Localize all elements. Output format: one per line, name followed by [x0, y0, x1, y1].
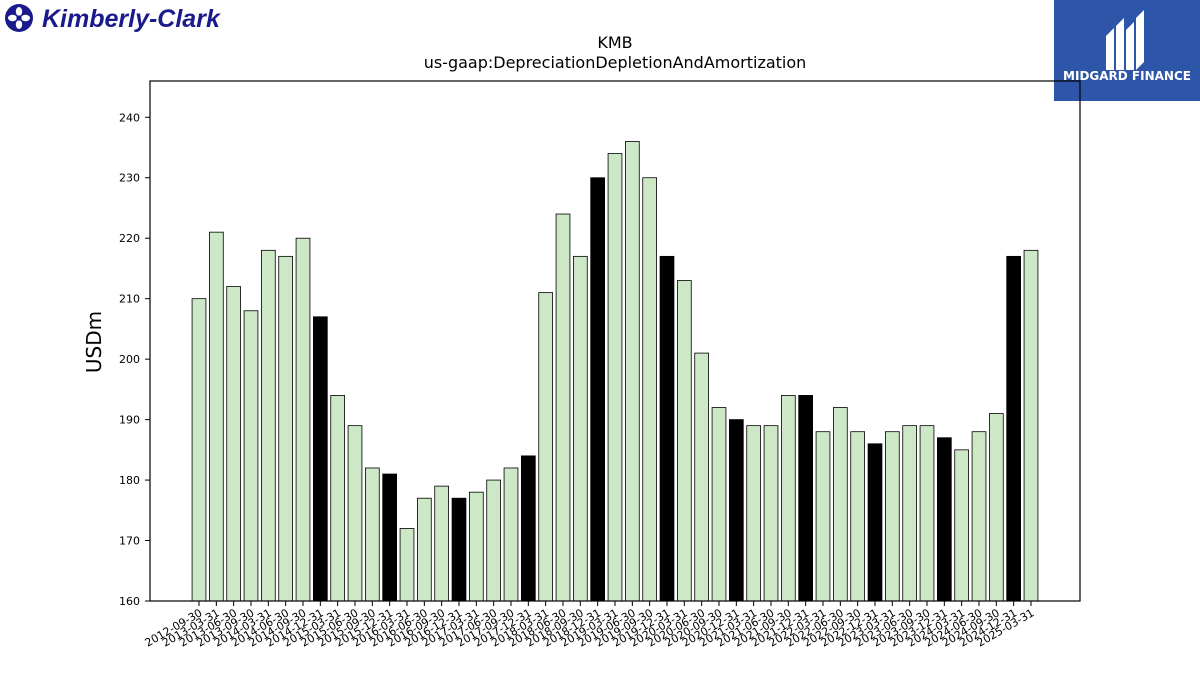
- y-axis-ticks: 160 170 180 190 200 210 220 230 240: [119, 111, 150, 608]
- bar-2015-03-31: [330, 395, 346, 602]
- bar-2018-12-31: [590, 177, 606, 602]
- bar-2023-09-30: [919, 425, 935, 602]
- bar-2024-03-31: [954, 449, 970, 602]
- y-tick-label: 220: [119, 232, 140, 245]
- y-tick-label: 230: [119, 172, 140, 185]
- bar-2021-03-31: [746, 425, 762, 602]
- bar-2021-09-30: [781, 395, 796, 602]
- y-tick-label: 180: [119, 474, 140, 487]
- bar-2015-09-30: [364, 467, 380, 602]
- bar-2020-09-30: [711, 407, 727, 602]
- bar-2024-06-30: [971, 431, 987, 602]
- bar-2019-06-30: [625, 141, 640, 602]
- bar-2013-06-30: [226, 286, 242, 602]
- bar-2023-06-30: [902, 425, 918, 602]
- y-tick-label: 190: [119, 414, 140, 427]
- bar-2015-06-30: [347, 425, 363, 602]
- y-tick-label: 170: [119, 535, 140, 548]
- bar-2013-03-31: [208, 231, 224, 602]
- x-axis-ticks: 2012-09-302013-03-312013-06-302013-09-30…: [143, 601, 1037, 650]
- bar-2022-09-30: [850, 431, 866, 602]
- bar-2020-12-31: [729, 419, 744, 602]
- bar-2022-12-31: [867, 443, 883, 602]
- bar-2019-03-31: [607, 153, 623, 602]
- bar-2017-09-30: [503, 467, 519, 602]
- bar-2012-09-30: [191, 298, 207, 602]
- y-tick-label: 200: [119, 353, 140, 366]
- midgard-emblem-icon: [1106, 10, 1144, 70]
- bar-2017-03-31: [468, 491, 484, 602]
- plot-frame: [149, 80, 1081, 602]
- bar-2018-03-31: [538, 292, 554, 602]
- bar-2017-06-30: [486, 479, 502, 602]
- bar-2018-09-30: [573, 255, 588, 602]
- bar-2019-12-31: [659, 255, 675, 602]
- chart-subtitle: us-gaap:DepreciationDepletionAndAmortiza…: [424, 53, 807, 72]
- bar-2016-12-31: [451, 497, 467, 602]
- bar-2015-12-31: [382, 473, 398, 602]
- kimberly-clark-wordmark: Kimberly-Clark: [42, 5, 221, 33]
- midgard-finance-wordmark: MIDGARD FINANCE: [1063, 69, 1191, 83]
- bar-2025-03-31: [1023, 249, 1039, 602]
- bar-2023-03-31: [885, 431, 900, 602]
- y-tick-label: 160: [119, 595, 140, 608]
- bar-2019-09-30: [642, 177, 658, 602]
- bar-2020-06-30: [694, 352, 710, 602]
- bar-2017-12-31: [521, 455, 536, 602]
- bar-2014-12-31: [312, 316, 328, 602]
- bars: [191, 141, 1039, 602]
- bar-2016-06-30: [416, 497, 432, 602]
- midgard-finance-logo: MIDGARD FINANCE: [1054, 0, 1200, 101]
- bar-2022-03-31: [815, 431, 831, 602]
- chart-title: KMB: [597, 33, 632, 52]
- y-tick-label: 240: [119, 111, 140, 124]
- bar-2016-09-30: [434, 485, 450, 602]
- bar-2013-09-30: [243, 310, 259, 602]
- kimberly-clark-logo: Kimberly-Clark: [4, 3, 236, 35]
- bar-2014-06-30: [278, 255, 294, 602]
- bar-2022-06-30: [833, 407, 848, 602]
- bar-2024-09-30: [989, 413, 1004, 602]
- bar-2016-03-31: [399, 528, 415, 602]
- y-tick-label: 210: [119, 293, 140, 306]
- bar-2023-12-31: [937, 437, 952, 602]
- bar-2024-12-31: [1006, 255, 1022, 602]
- bar-2014-03-31: [260, 249, 276, 602]
- bar-2014-09-30: [295, 237, 311, 602]
- bar-2020-03-31: [677, 280, 692, 602]
- y-axis-label: USDm: [82, 311, 106, 373]
- bar-2021-06-30: [763, 425, 779, 602]
- bar-2021-12-31: [798, 395, 814, 602]
- bar-2018-06-30: [555, 213, 571, 602]
